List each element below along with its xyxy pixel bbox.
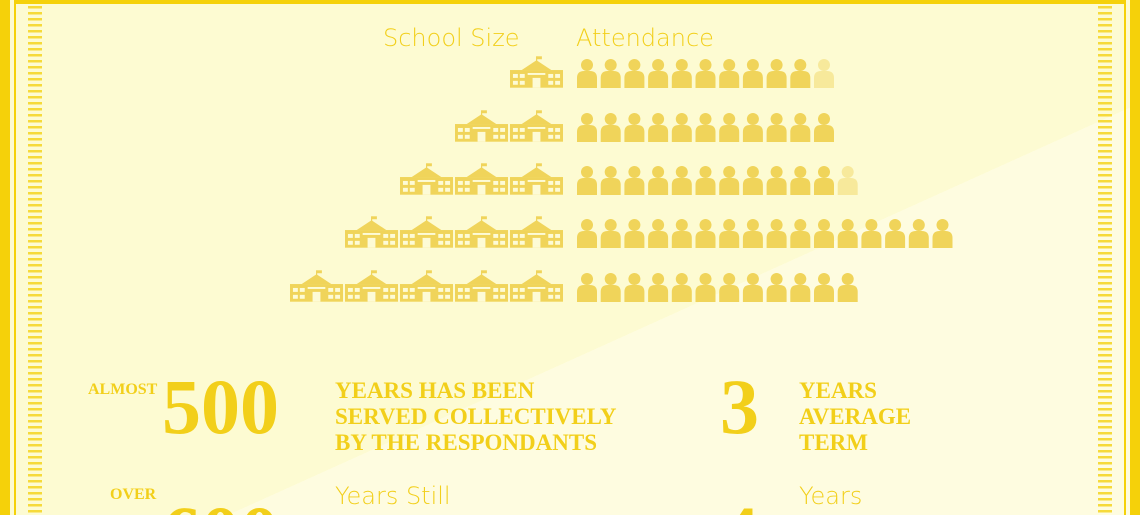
frame-stripe xyxy=(1098,0,1112,515)
frame xyxy=(1130,0,1140,515)
attendance-icons xyxy=(577,59,834,88)
stat-prefix: ALMOST xyxy=(88,381,158,398)
school-size-header: School Size xyxy=(383,24,520,52)
stat-text: TERM xyxy=(799,430,868,455)
stat-text: AVERAGE xyxy=(799,404,911,429)
stat-text: SERVED COLLECTIVELY xyxy=(335,404,617,429)
attendance-header: Attendance xyxy=(576,24,714,52)
frame xyxy=(14,0,1126,4)
stat-number: 3 xyxy=(720,363,759,450)
stat-text: BY THE RESPONDANTS xyxy=(335,430,597,455)
frame xyxy=(14,0,16,515)
stat-number: 600 xyxy=(162,490,279,515)
attendance-icons xyxy=(577,113,834,142)
frame xyxy=(1124,0,1126,515)
frame-stripe xyxy=(28,0,42,515)
stat-number: 500 xyxy=(162,363,279,450)
stat-prefix: OVER xyxy=(110,486,157,503)
stat-text: Years xyxy=(799,482,862,510)
frame xyxy=(0,0,10,515)
stat-text: YEARS HAS BEEN xyxy=(335,378,535,403)
stat-text: YEARS xyxy=(799,378,877,403)
stat-number: 4 xyxy=(720,490,759,515)
stat-text: Years Still xyxy=(335,482,451,510)
